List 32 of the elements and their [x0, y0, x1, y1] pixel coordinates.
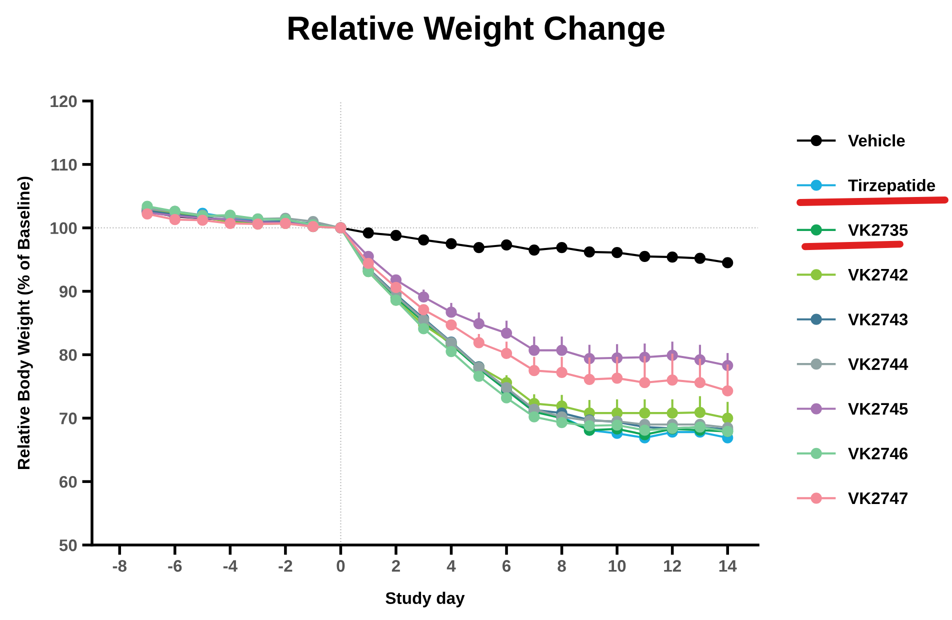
legend-label: VK2743 — [848, 314, 908, 326]
y-tick-label: 90 — [59, 286, 77, 298]
y-tick-label: 50 — [59, 539, 77, 552]
x-tick-label: -2 — [278, 560, 292, 572]
x-tick-label: -6 — [168, 560, 182, 572]
x-tick-label: 6 — [502, 560, 511, 572]
legend-label: VK2746 — [848, 448, 908, 460]
legend-label: Vehicle — [848, 134, 905, 147]
legend-label: VK2744 — [848, 358, 908, 370]
legend-label: VK2735 — [848, 224, 908, 236]
x-tick-label: 12 — [664, 560, 681, 572]
x-tick-label: -4 — [223, 560, 238, 572]
legend-label: VK2742 — [848, 268, 908, 280]
y-tick-label: 100 — [50, 222, 77, 234]
x-axis-title: Study day — [386, 592, 465, 608]
chart-title: Relative Weight Change — [288, 16, 664, 47]
x-tick-label: 14 — [719, 560, 737, 572]
legend-label: VK2745 — [848, 402, 908, 415]
y-tick-label: 110 — [52, 158, 77, 171]
x-tick-label: 8 — [558, 560, 566, 572]
y-tick-label: 70 — [60, 412, 77, 424]
y-tick-label: 60 — [59, 476, 77, 488]
x-tick-label: 0 — [336, 560, 345, 572]
x-tick-label: 2 — [392, 560, 400, 572]
legend-label: VK2747 — [848, 492, 908, 504]
legend-label: Tirzepatide — [848, 179, 936, 195]
x-tick-label: 4 — [446, 560, 456, 572]
x-tick-label: -8 — [112, 560, 127, 572]
y-tick-label: 120 — [50, 95, 77, 108]
y-axis-title: Relative Body Weight (% of Baseline) — [17, 176, 33, 469]
y-tick-label: 80 — [59, 349, 77, 361]
x-tick-label: 10 — [608, 560, 626, 572]
